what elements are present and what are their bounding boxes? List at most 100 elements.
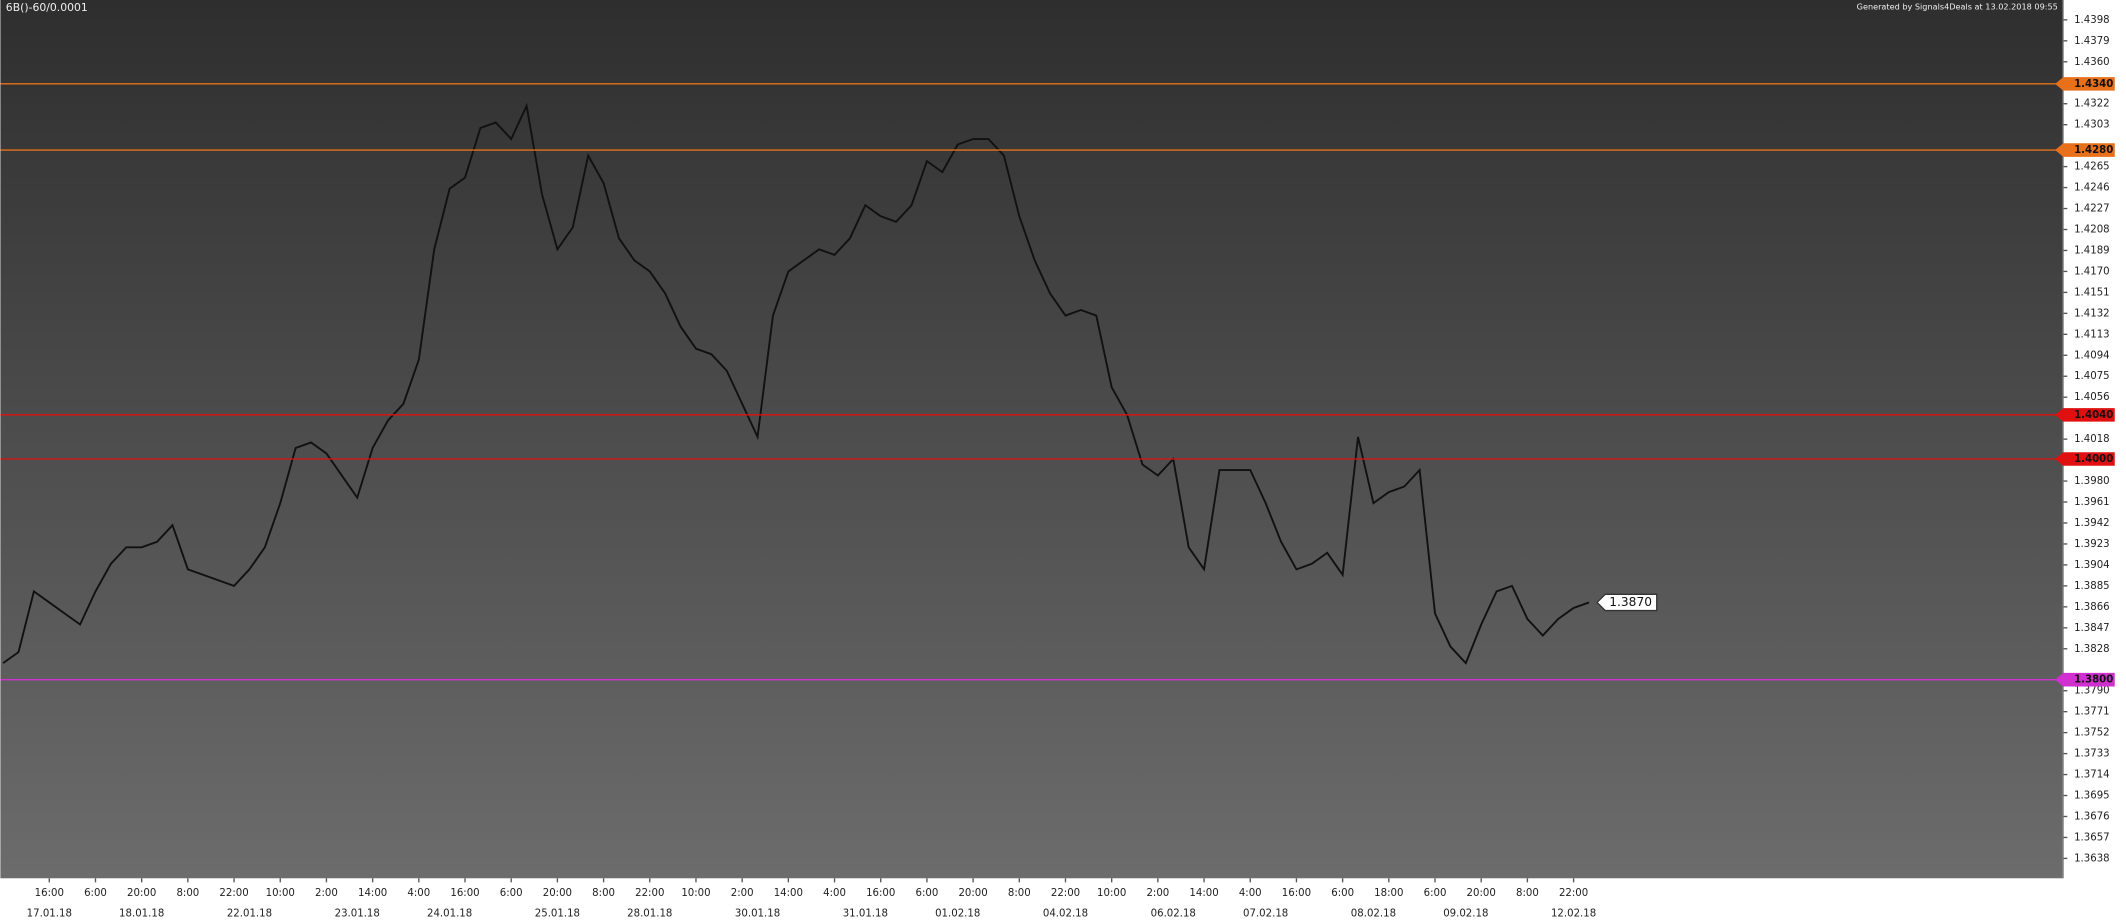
x-tick-label: 6:00 [1424,888,1447,899]
x-tick-label: 8:00 [1516,888,1539,899]
y-tick-label: 1.4246 [2074,183,2110,194]
x-tick-label: 4:00 [823,888,846,899]
level-label: 1.3800 [2074,675,2113,686]
x-tick-label: 10:00 [266,888,295,899]
date-label: 28.01.18 [627,909,672,920]
date-label: 08.02.18 [1351,909,1396,920]
date-label: 30.01.18 [735,909,780,920]
y-tick-label: 1.4227 [2074,204,2110,215]
y-tick-label: 1.4075 [2074,371,2110,382]
x-tick-label: 4:00 [1239,888,1262,899]
x-tick-label: 20:00 [127,888,156,899]
x-tick-label: 6:00 [1331,888,1354,899]
y-tick-label: 1.3771 [2074,707,2110,718]
x-tick-label: 8:00 [592,888,615,899]
x-tick-label: 14:00 [1189,888,1218,899]
x-tick-label: 10:00 [1097,888,1126,899]
date-label: 07.02.18 [1243,909,1288,920]
date-label: 01.02.18 [935,909,980,920]
x-tick-label: 22:00 [219,888,248,899]
level-label: 1.4280 [2074,145,2113,156]
y-tick-label: 1.4360 [2074,57,2110,68]
y-tick-label: 1.3942 [2074,518,2110,529]
x-tick-label: 16:00 [450,888,479,899]
date-label: 31.01.18 [843,909,888,920]
y-tick-label: 1.3828 [2074,644,2110,655]
y-tick-label: 1.4265 [2074,162,2110,173]
date-label: 18.01.18 [119,909,164,920]
x-tick-label: 20:00 [1467,888,1496,899]
chart-title: 6B()-60/0.0001 [6,1,88,14]
y-tick-label: 1.3980 [2074,476,2110,487]
level-label: 1.4000 [2074,454,2113,465]
date-label: 12.02.18 [1551,909,1596,920]
x-tick-label: 14:00 [358,888,387,899]
y-tick-label: 1.4113 [2074,329,2110,340]
x-tick-label: 14:00 [774,888,803,899]
date-label: 06.02.18 [1151,909,1196,920]
level-label: 1.4340 [2074,79,2113,90]
date-label: 17.01.18 [27,909,72,920]
x-tick-label: 4:00 [407,888,430,899]
y-tick-label: 1.3904 [2074,560,2110,571]
y-tick-label: 1.3638 [2074,853,2110,864]
y-tick-label: 1.4018 [2074,434,2110,445]
y-tick-label: 1.4379 [2074,36,2110,47]
x-tick-label: 16:00 [866,888,895,899]
x-tick-label: 22:00 [1051,888,1080,899]
date-label: 24.01.18 [427,909,472,920]
x-tick-label: 6:00 [84,888,107,899]
x-tick-label: 10:00 [681,888,710,899]
y-tick-label: 1.3961 [2074,497,2110,508]
y-tick-label: 1.4132 [2074,308,2110,319]
x-tick-label: 8:00 [176,888,199,899]
date-label: 23.01.18 [335,909,380,920]
level-tag [2055,672,2115,687]
y-tick-label: 1.4303 [2074,120,2110,131]
last-price-label: 1.3870 [1609,595,1652,609]
price-line [2,102,1590,665]
y-tick-label: 1.3714 [2074,770,2110,781]
y-tick-label: 1.4322 [2074,99,2110,110]
x-tick-label: 6:00 [916,888,939,899]
y-tick-label: 1.4208 [2074,224,2110,235]
y-tick-label: 1.3733 [2074,749,2110,760]
plot-background [0,0,2064,879]
x-tick-label: 18:00 [1374,888,1403,899]
y-tick-label: 1.3885 [2074,581,2110,592]
x-tick-label: 20:00 [543,888,572,899]
last-price-tag [1596,593,1658,612]
y-tick-label: 1.4398 [2074,15,2110,26]
y-tick-label: 1.3847 [2074,623,2110,634]
x-tick-label: 2:00 [315,888,338,899]
y-tick-label: 1.4170 [2074,266,2110,277]
y-tick-label: 1.4189 [2074,245,2110,256]
y-tick-label: 1.3657 [2074,832,2110,843]
x-tick-label: 2:00 [731,888,754,899]
level-tag [2055,408,2115,422]
level-tag [2055,143,2115,157]
x-tick-label: 8:00 [1008,888,1031,899]
chart-subtitle: Generated by Signals4Deals at 13.02.2018… [1857,1,2058,11]
y-tick-label: 1.4094 [2074,350,2110,361]
x-tick-label: 2:00 [1146,888,1169,899]
x-tick-label: 6:00 [500,888,523,899]
y-tick-label: 1.3790 [2074,686,2110,697]
y-tick-label: 1.3752 [2074,728,2110,739]
x-tick-label: 16:00 [35,888,64,899]
date-label: 22.01.18 [227,909,272,920]
y-tick-label: 1.3676 [2074,811,2110,822]
x-tick-label: 20:00 [958,888,987,899]
y-tick-label: 1.3866 [2074,602,2110,613]
level-label: 1.4040 [2074,410,2113,421]
y-tick-label: 1.3695 [2074,791,2110,802]
date-label: 09.02.18 [1443,909,1488,920]
y-tick-label: 1.4056 [2074,392,2110,403]
x-tick-label: 16:00 [1282,888,1311,899]
level-tag [2055,77,2115,91]
date-label: 25.01.18 [535,909,580,920]
date-label: 04.02.18 [1043,909,1088,920]
x-tick-label: 22:00 [635,888,664,899]
